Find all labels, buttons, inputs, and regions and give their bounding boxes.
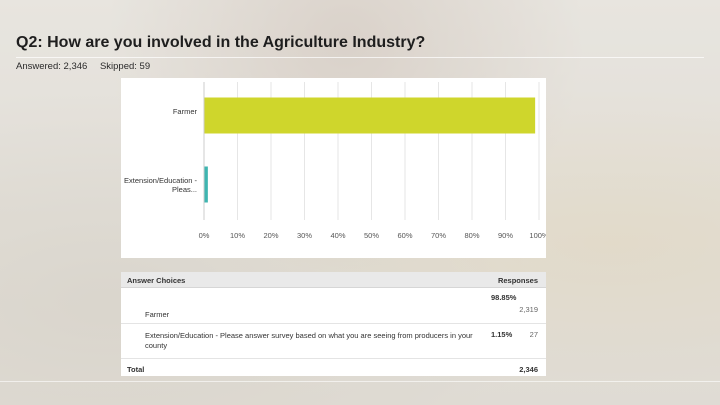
table-header: Answer Choices Responses: [121, 272, 546, 288]
bar-extension: [204, 166, 208, 203]
question-title: Q2: How are you involved in the Agricult…: [16, 34, 426, 51]
x-tick-label: 90%: [498, 231, 513, 240]
answered-count: Answered: 2,346: [16, 61, 88, 72]
table-row: Extension/Education - Please answer surv…: [121, 324, 546, 359]
category-label-farmer: Farmer: [172, 107, 197, 116]
x-tick-label: 10%: [230, 231, 245, 240]
row-percent: 98.85%: [491, 293, 517, 302]
responses-table: Answer Choices Responses Farmer 98.85% 2…: [121, 272, 546, 376]
x-tick-label: 100%: [529, 231, 546, 240]
x-tick-label: 50%: [364, 231, 379, 240]
x-tick-label: 40%: [330, 231, 345, 240]
x-tick-label: 80%: [464, 231, 479, 240]
x-tick-label: 30%: [297, 231, 312, 240]
category-label-extension: Extension/Education - Pleas...: [124, 176, 197, 194]
x-tick-label: 60%: [397, 231, 412, 240]
bar-chart: 0% 10% 20% 30% 40% 50% 60% 70% 80% 90% 100%: [199, 82, 546, 240]
row-choice: Farmer: [145, 310, 170, 319]
table-total-row: Total 2,346: [121, 359, 546, 377]
row-count: 2,319: [519, 305, 538, 314]
row-choice: Extension/Education - Please answer surv…: [145, 331, 473, 350]
table-row: Farmer 98.85% 2,319: [121, 288, 546, 324]
x-tick-label: 20%: [263, 231, 278, 240]
response-summary: Answered: 2,346 Skipped: 59: [16, 61, 160, 72]
row-count: 27: [529, 330, 538, 339]
skipped-count: Skipped: 59: [99, 61, 151, 72]
header-responses: Responses: [497, 276, 538, 285]
header-answer-choices: Answer Choices: [127, 276, 186, 285]
x-tick-label: 0%: [199, 231, 210, 240]
footer-divider: [0, 381, 720, 382]
row-percent: 1.15%: [491, 330, 513, 339]
bar-chart-panel: 0% 10% 20% 30% 40% 50% 60% 70% 80% 90% 100% Farmer…: [121, 78, 546, 258]
total-value: 2,346: [519, 365, 538, 374]
x-tick-label: 70%: [431, 231, 446, 240]
total-label: Total: [127, 365, 145, 374]
bar-farmer: [204, 97, 536, 134]
title-divider: [16, 57, 704, 58]
